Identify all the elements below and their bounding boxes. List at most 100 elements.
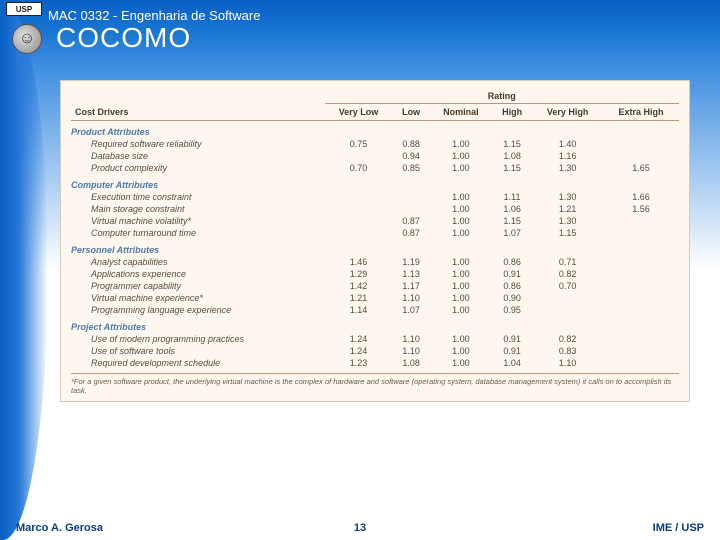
driver-label: Virtual machine experience* (71, 292, 325, 304)
cell-value: 1.30 (532, 215, 603, 227)
table-row: Use of modern programming practices1.241… (71, 333, 679, 345)
cell-value: 0.91 (492, 333, 532, 345)
table-row: Required development schedule1.231.081.0… (71, 357, 679, 369)
cell-value (603, 304, 679, 316)
driver-label: Computer turnaround time (71, 227, 325, 239)
cell-value (325, 191, 393, 203)
cell-value: 1.13 (393, 268, 430, 280)
cell-value: 1.29 (325, 268, 393, 280)
cell-value: 1.24 (325, 345, 393, 357)
cell-value: 1.00 (430, 256, 492, 268)
group-header: Project Attributes (71, 316, 679, 333)
table-row: Execution time constraint1.001.111.301.6… (71, 191, 679, 203)
cell-value: 1.56 (603, 203, 679, 215)
cell-value: 1.00 (430, 268, 492, 280)
cell-value (603, 333, 679, 345)
driver-label: Analyst capabilities (71, 256, 325, 268)
cell-value: 1.00 (430, 345, 492, 357)
cell-value: 1.00 (430, 357, 492, 369)
table-row: Virtual machine experience*1.211.101.000… (71, 292, 679, 304)
table-row: Programming language experience1.141.071… (71, 304, 679, 316)
cell-value (532, 292, 603, 304)
cell-value: 1.00 (430, 150, 492, 162)
cell-value: 1.00 (430, 191, 492, 203)
cell-value: 1.42 (325, 280, 393, 292)
cell-value: 1.04 (492, 357, 532, 369)
cell-value: 1.00 (430, 162, 492, 174)
cell-value (603, 150, 679, 162)
driver-label: Required software reliability (71, 138, 325, 150)
cell-value: 1.00 (430, 215, 492, 227)
cell-value: 1.30 (532, 191, 603, 203)
driver-label: Applications experience (71, 268, 325, 280)
table-row: Computer turnaround time0.871.001.071.15 (71, 227, 679, 239)
cell-value (325, 227, 393, 239)
col-header: Nominal (430, 104, 492, 121)
cell-value: 1.16 (532, 150, 603, 162)
cell-value (603, 357, 679, 369)
cell-value (603, 138, 679, 150)
cell-value: 0.83 (532, 345, 603, 357)
rating-header: Rating (325, 89, 679, 104)
cell-value (603, 268, 679, 280)
cell-value (325, 203, 393, 215)
cell-value (603, 292, 679, 304)
medal-icon: ☺ (12, 24, 42, 54)
cell-value: 1.15 (532, 227, 603, 239)
author: Marco A. Gerosa (16, 522, 103, 534)
cell-value: 1.21 (325, 292, 393, 304)
cell-value: 0.91 (492, 268, 532, 280)
cell-value: 1.10 (532, 357, 603, 369)
cell-value: 1.17 (393, 280, 430, 292)
cell-value: 1.10 (393, 292, 430, 304)
cell-value: 0.75 (325, 138, 393, 150)
col-header: Extra High (603, 104, 679, 121)
cell-value: 1.21 (532, 203, 603, 215)
cell-value: 1.19 (393, 256, 430, 268)
table-row: Programmer capability1.421.171.000.860.7… (71, 280, 679, 292)
cell-value: 0.94 (393, 150, 430, 162)
cell-value: 0.82 (532, 268, 603, 280)
cell-value (393, 203, 430, 215)
cell-value (603, 345, 679, 357)
cell-value: 1.15 (492, 138, 532, 150)
cell-value: 1.00 (430, 280, 492, 292)
table-row: Virtual machine volatility*0.871.001.151… (71, 215, 679, 227)
driver-label: Execution time constraint (71, 191, 325, 203)
col-header: Very Low (325, 104, 393, 121)
cell-value: 1.15 (492, 215, 532, 227)
cell-value: 1.07 (492, 227, 532, 239)
driver-label: Use of software tools (71, 345, 325, 357)
table-row: Main storage constraint1.001.061.211.56 (71, 203, 679, 215)
table-row: Product complexity0.700.851.001.151.301.… (71, 162, 679, 174)
cell-value: 0.70 (532, 280, 603, 292)
driver-label: Programmer capability (71, 280, 325, 292)
footnote: *For a given software product, the under… (71, 373, 679, 395)
slide-title: COCOMO (56, 22, 191, 54)
cell-value: 1.23 (325, 357, 393, 369)
cell-value (603, 280, 679, 292)
group-header: Product Attributes (71, 121, 679, 139)
cell-value: 1.08 (492, 150, 532, 162)
cell-value (532, 304, 603, 316)
table-row: Required software reliability0.750.881.0… (71, 138, 679, 150)
cell-value: 1.65 (603, 162, 679, 174)
driver-label: Virtual machine volatility* (71, 215, 325, 227)
cocomo-table: Rating Cost Drivers Very Low Low Nominal… (71, 89, 679, 369)
cell-value: 1.10 (393, 345, 430, 357)
cell-value: 0.87 (393, 227, 430, 239)
table-row: Analyst capabilities1.461.191.000.860.71 (71, 256, 679, 268)
cell-value: 0.86 (492, 280, 532, 292)
table-row: Applications experience1.291.131.000.910… (71, 268, 679, 280)
cell-value: 1.40 (532, 138, 603, 150)
cell-value: 0.88 (393, 138, 430, 150)
cell-value (603, 256, 679, 268)
driver-label: Main storage constraint (71, 203, 325, 215)
driver-label: Database size (71, 150, 325, 162)
cell-value: 0.70 (325, 162, 393, 174)
cell-value: 0.95 (492, 304, 532, 316)
cell-value: 0.71 (532, 256, 603, 268)
cell-value (603, 215, 679, 227)
table-row: Use of software tools1.241.101.000.910.8… (71, 345, 679, 357)
cell-value: 0.86 (492, 256, 532, 268)
